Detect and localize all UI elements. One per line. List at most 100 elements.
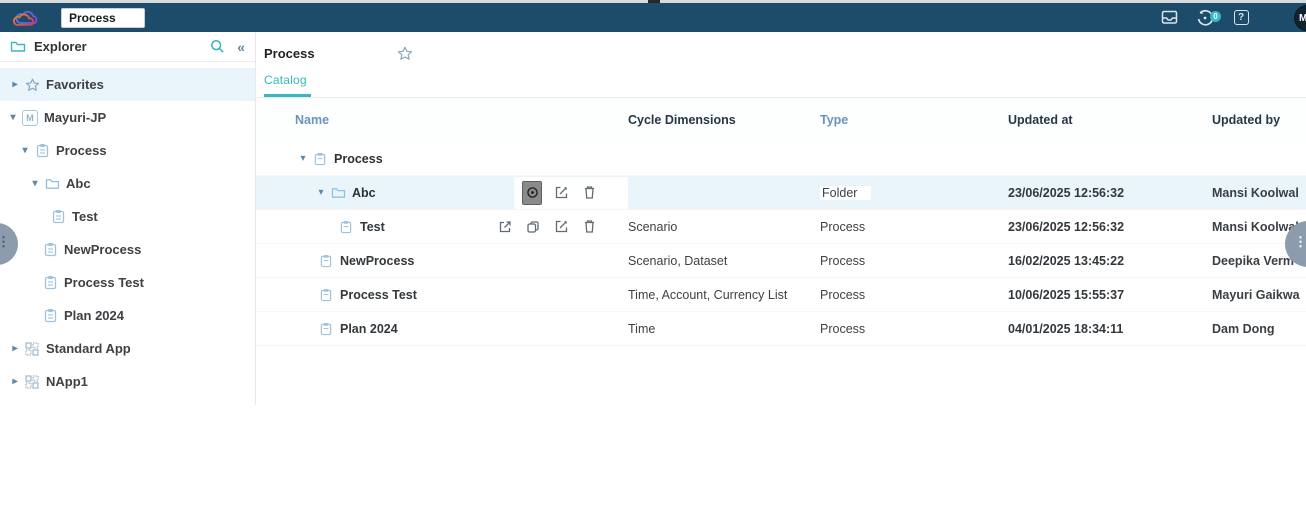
clipboard-icon [316,288,336,302]
row-name: Process [334,151,383,166]
workspace-icon: M [20,109,40,126]
edit-icon[interactable] [552,218,570,236]
folder-icon [10,40,26,53]
collapse-sidebar-icon[interactable]: « [237,38,245,55]
sidebar-item-label: Abc [66,176,91,191]
row-updated-by: Dam Dong [1212,321,1275,336]
sidebar-item-napp1[interactable]: ▸ NApp1 [0,365,255,398]
chevron-down-icon[interactable]: ▾ [10,112,16,123]
tabbar: Catalog [256,69,1306,98]
column-header-updated-by[interactable]: Updated by [1212,113,1281,127]
row-name: Abc [352,185,376,200]
row-updated-by: Deepika Verm [1212,253,1294,268]
sidebar-item-process-test[interactable]: Process Test [0,266,255,299]
chevron-right-icon[interactable]: ▸ [12,343,18,354]
chevron-down-icon[interactable]: ▾ [300,153,306,164]
row-name: Plan 2024 [340,321,398,336]
app-body: Explorer « ▸ Favorites ▾ M [0,32,1306,405]
chevron-down-icon[interactable]: ▾ [22,145,28,156]
app-selector[interactable]: Process [61,7,145,28]
row-type: Process [820,219,866,234]
main-panel: Process Catalog Name Cycle Dimensions Ty… [256,32,1306,405]
clipboard-icon [310,152,330,166]
inbox-icon[interactable] [1160,9,1178,27]
sidebar-item-label: Test [72,209,98,224]
window-drag-notch [648,0,660,3]
row-updated-at: 23/06/2025 12:56:32 [1008,185,1125,200]
clipboard-icon [40,242,60,257]
brand-cloud-logo[interactable] [13,8,43,28]
sidebar-item-test[interactable]: Test [0,200,255,233]
table-row[interactable]: ▾ Process [256,142,1306,176]
left-edge-handle[interactable]: ⋮ [0,223,18,265]
favorite-star-icon[interactable] [397,46,413,61]
folder-icon [42,178,62,190]
column-header-cycle-dimensions[interactable]: Cycle Dimensions [628,113,736,127]
row-updated-by: Mansi Koolwal [1212,219,1299,234]
clipboard-icon [316,322,336,336]
topbar: Process 0 ? MA [0,3,1306,32]
search-icon[interactable] [210,39,225,54]
clipboard-icon [316,254,336,268]
row-updated-by: Mayuri Gaikwa [1212,287,1300,302]
sidebar-item-favorites[interactable]: ▸ Favorites [0,68,255,101]
row-type: Folder [820,185,872,200]
table-row[interactable]: Process Test Time, Account, Currency Lis… [256,278,1306,312]
chevron-down-icon[interactable]: ▾ [318,187,324,198]
table-header: Name Cycle Dimensions Type Updated at Up… [256,98,1306,142]
table-row[interactable]: ▾ Abc Folder 23/06/2025 12:56:32 [256,176,1306,210]
sidebar-item-label: NApp1 [46,374,88,389]
clipboard-icon [32,143,52,158]
add-button[interactable] [522,180,542,205]
row-updated-at: 04/01/2025 18:34:11 [1008,321,1124,336]
history-badge: 0 [1210,10,1221,22]
window-top-strip [0,0,1306,3]
app-selector-value: Process [69,10,116,25]
delete-icon[interactable] [580,218,598,236]
row-updated-at: 23/06/2025 12:56:32 [1008,219,1125,234]
sidebar-item-mayuri-jp[interactable]: ▾ M Mayuri-JP [0,101,255,134]
drag-dots-icon: ⋮ [1294,234,1306,249]
row-actions [514,176,628,209]
avatar-initials: MA [1299,12,1306,24]
app-grid-icon [22,374,42,389]
copy-icon[interactable] [524,218,542,236]
sidebar-item-standard-app[interactable]: ▸ Standard App [0,332,255,365]
sidebar-item-label: Process [56,143,107,158]
sidebar-item-process[interactable]: ▾ Process [0,134,255,167]
row-type: Process [820,321,866,336]
sidebar-item-abc[interactable]: ▾ Abc [0,167,255,200]
column-header-name[interactable]: Name [295,113,330,127]
sidebar-item-label: Plan 2024 [64,308,124,323]
row-type: Process [820,287,866,302]
tab-catalog[interactable]: Catalog [264,69,311,97]
user-avatar[interactable]: MA [1294,5,1306,31]
help-icon[interactable]: ? [1232,9,1250,27]
chevron-right-icon[interactable]: ▸ [12,79,18,90]
edit-icon[interactable] [552,184,570,202]
row-actions [496,218,628,236]
table-row[interactable]: Test Scenario Process 23/06/2025 12:56:3… [256,210,1306,244]
column-header-type[interactable]: Type [820,113,849,127]
chevron-down-icon[interactable]: ▾ [32,178,38,189]
row-name: Process Test [340,287,417,302]
table-row[interactable]: Plan 2024 Time Process 04/01/2025 18:34:… [256,312,1306,346]
row-name: Test [360,219,385,234]
history-icon[interactable]: 0 [1196,9,1221,27]
delete-icon[interactable] [580,184,598,202]
sidebar-item-newprocess[interactable]: NewProcess [0,233,255,266]
sidebar-item-plan-2024[interactable]: Plan 2024 [0,299,255,332]
clipboard-icon [40,308,60,323]
column-header-updated-at[interactable]: Updated at [1008,113,1073,127]
sidebar-item-label: Process Test [64,275,144,290]
explorer-header: Explorer « [0,32,255,62]
open-icon[interactable] [496,218,514,236]
page-title: Process [264,46,315,61]
sidebar-item-label: Mayuri-JP [44,110,107,125]
table-row[interactable]: NewProcess Scenario, Dataset Process 16/… [256,244,1306,278]
chevron-right-icon[interactable]: ▸ [12,376,18,387]
sidebar-item-label: NewProcess [64,242,142,257]
row-type: Process [820,253,866,268]
right-edge-handle[interactable]: ⋮ [1285,221,1306,267]
row-cycle-dimensions: Time [628,321,656,336]
